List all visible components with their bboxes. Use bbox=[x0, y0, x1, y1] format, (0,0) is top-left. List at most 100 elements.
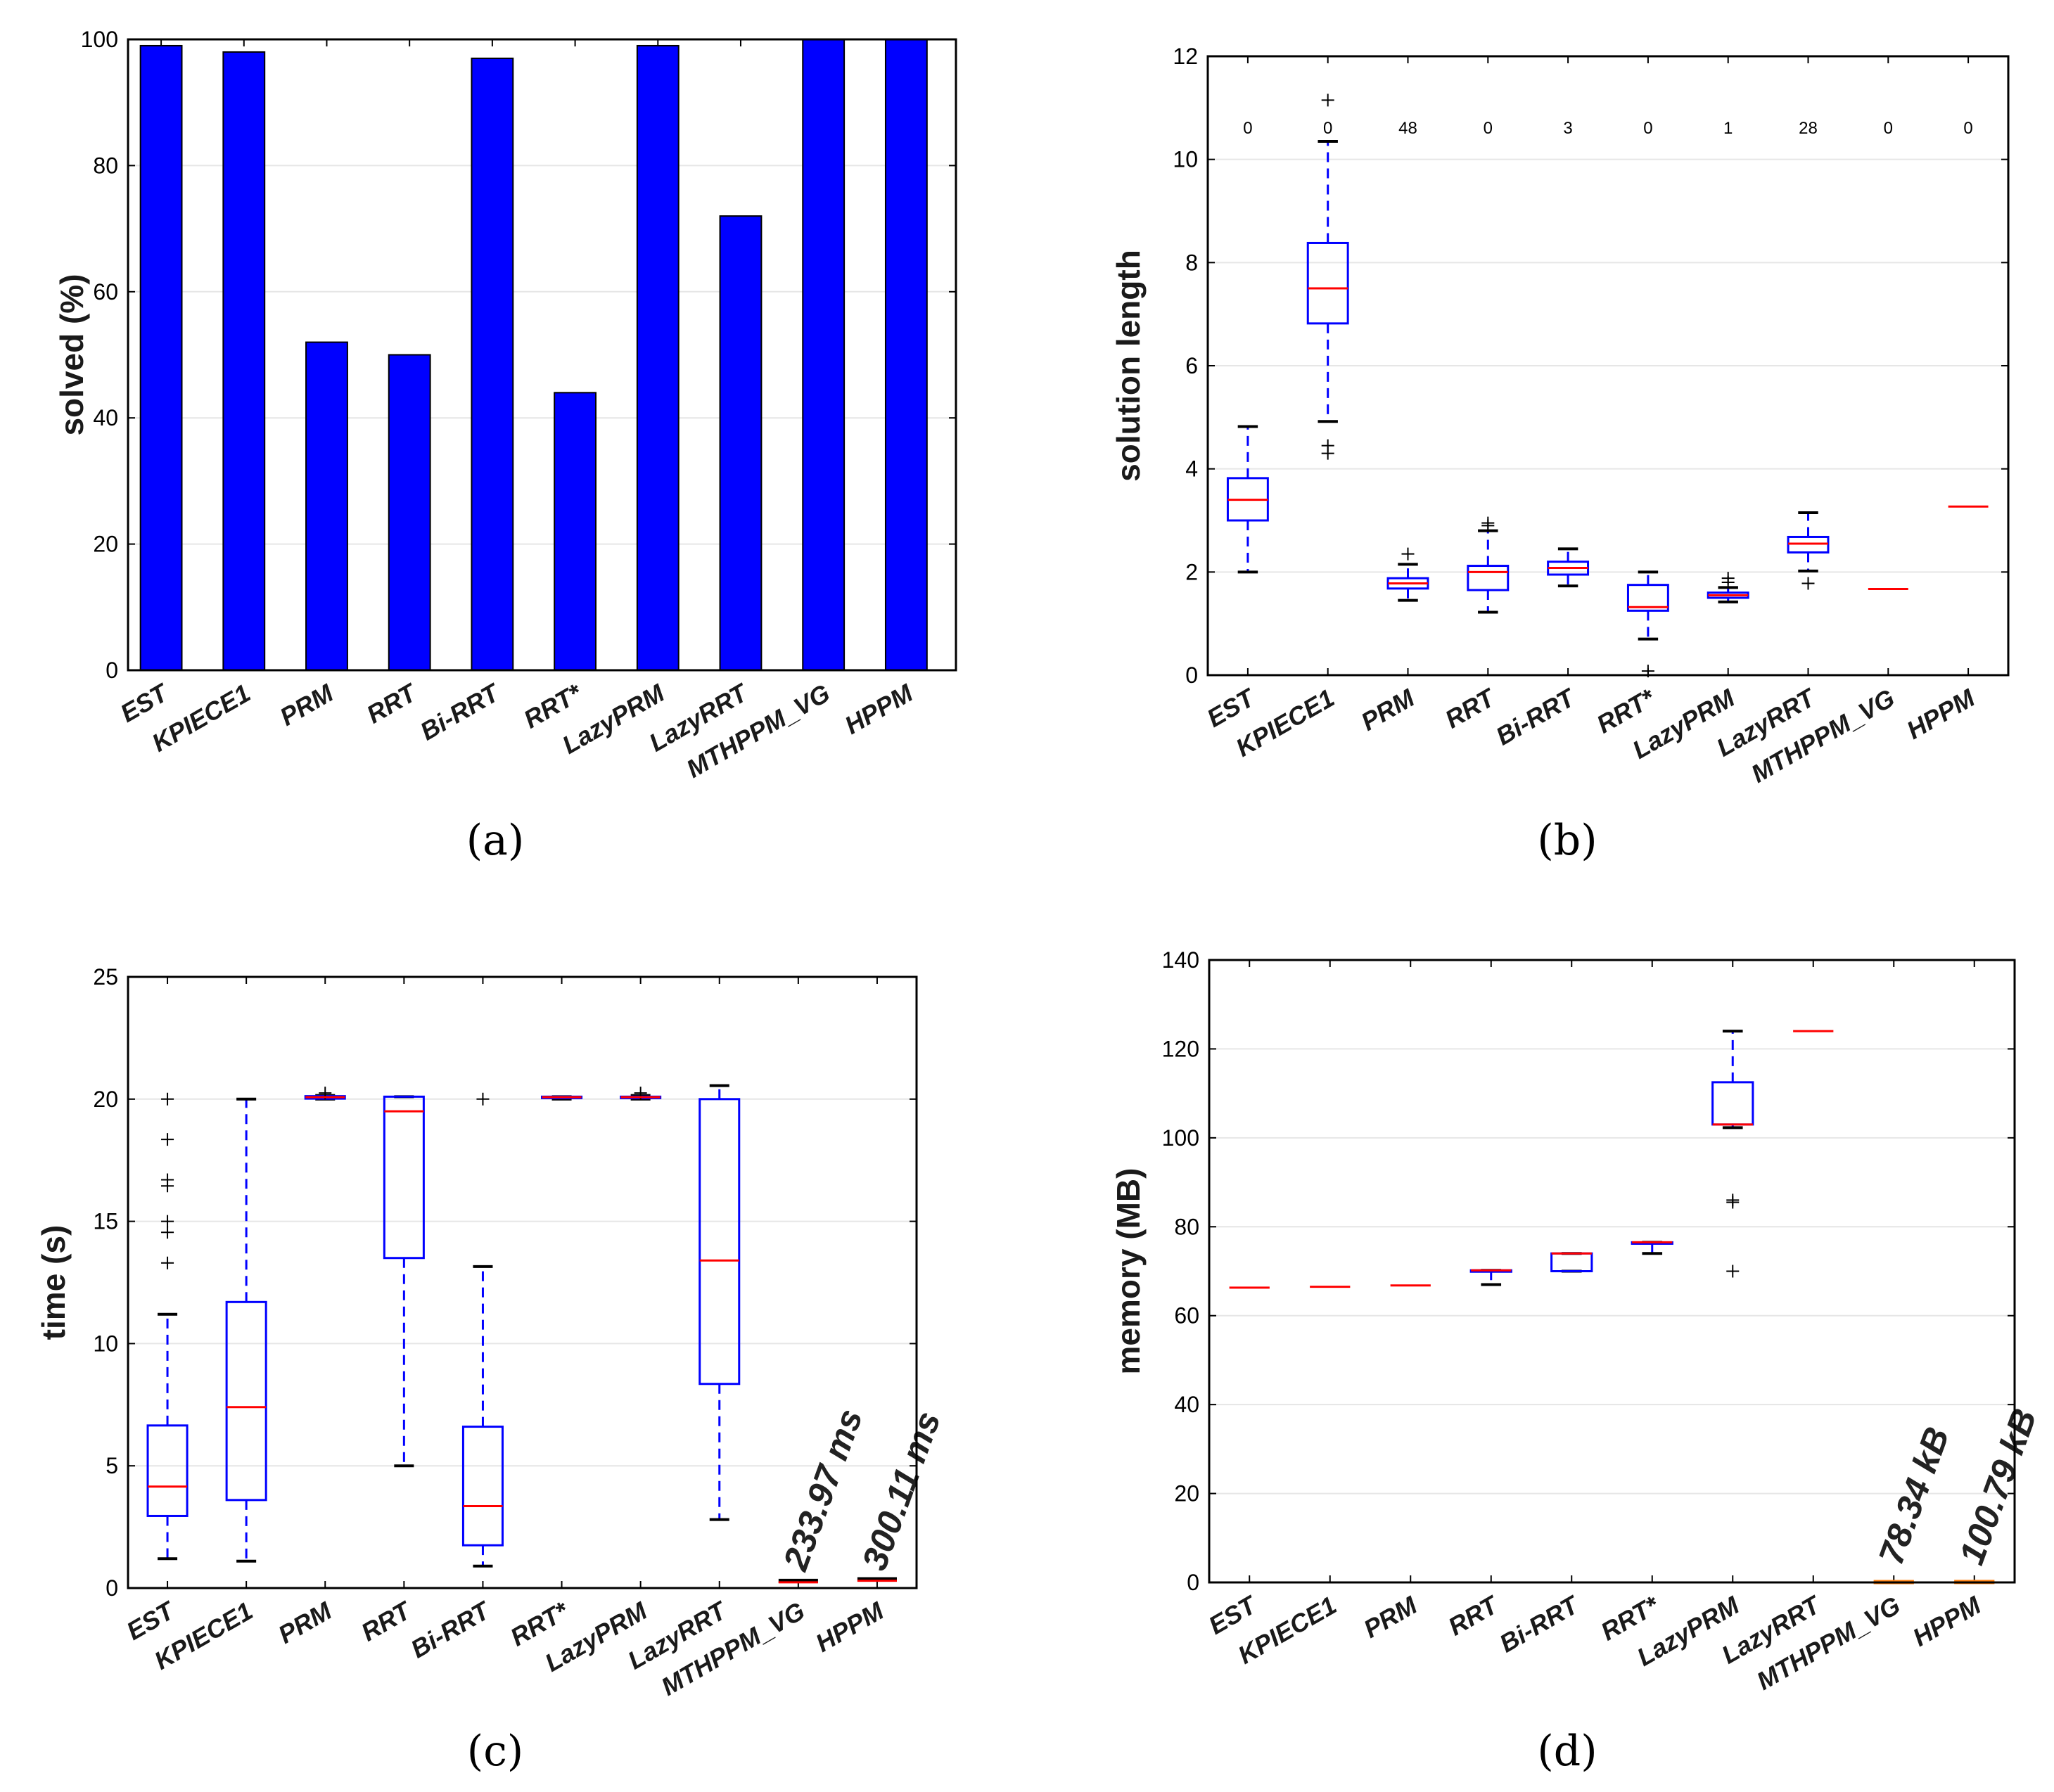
x-tick-label: EST bbox=[115, 677, 174, 728]
bar-RRT bbox=[388, 354, 431, 671]
y-tick-label: 80 bbox=[93, 153, 118, 178]
x-tick-label: Bi-RRT bbox=[406, 1595, 496, 1664]
y-tick-label: 15 bbox=[93, 1209, 118, 1234]
box-LazyPRM bbox=[1711, 1081, 1754, 1126]
x-tick-label: Bi-RRT bbox=[415, 677, 505, 746]
y-tick-label: 120 bbox=[1162, 1036, 1199, 1061]
y-tick-label: 100 bbox=[1162, 1125, 1199, 1151]
value-annotation: 233.97 ms bbox=[775, 1404, 870, 1576]
bar-EST bbox=[139, 44, 183, 672]
x-tick-label: HPPM bbox=[1902, 683, 1980, 745]
bar-Bi-RRT bbox=[471, 57, 514, 672]
outlier-LazyPRM bbox=[1726, 1196, 1740, 1209]
plot-frame bbox=[1208, 959, 2016, 1584]
y-tick-label: 10 bbox=[1173, 147, 1198, 172]
value-annotation: 78.34 kB bbox=[1871, 1422, 1957, 1570]
count-label: 1 bbox=[1723, 119, 1733, 138]
panel-caption: (d) bbox=[1537, 1727, 1597, 1776]
bar-LazyRRT bbox=[719, 215, 763, 672]
y-tick-label: 100 bbox=[81, 27, 118, 52]
y-tick-label: 0 bbox=[106, 658, 118, 683]
y-axis-label: time (s) bbox=[35, 1225, 72, 1340]
y-tick-label: 20 bbox=[93, 532, 118, 557]
x-tick-label: Bi-RRT bbox=[1491, 682, 1581, 751]
outlier-KPIECE1 bbox=[1321, 447, 1334, 460]
y-tick-label: 5 bbox=[106, 1453, 118, 1478]
box-LazyRRT bbox=[699, 1098, 741, 1385]
panel-caption: (a) bbox=[466, 816, 525, 865]
panel-caption: (c) bbox=[467, 1727, 523, 1776]
x-tick-label: PRM bbox=[1356, 683, 1420, 736]
outlier-EST bbox=[161, 1226, 174, 1239]
y-axis-label: solved (%) bbox=[53, 274, 90, 435]
count-label: 0 bbox=[1323, 119, 1332, 138]
box-Bi-RRT bbox=[461, 1426, 504, 1547]
box-RRT bbox=[1467, 565, 1510, 591]
y-axis-label: memory (MB) bbox=[1110, 1168, 1147, 1375]
x-tick-label: PRM bbox=[1358, 1590, 1422, 1644]
bar-MTHPPM_VG bbox=[802, 39, 846, 671]
box-Bi-RRT bbox=[1550, 1252, 1593, 1272]
panel-caption: (b) bbox=[1537, 816, 1597, 865]
value-annotation: 300.11 ms bbox=[855, 1406, 948, 1575]
count-label: 48 bbox=[1398, 119, 1417, 138]
box-KPIECE1 bbox=[1306, 241, 1349, 325]
x-tick-label: PRM bbox=[275, 678, 339, 731]
outlier-EST bbox=[161, 1215, 174, 1228]
x-tick-label: Bi-RRT bbox=[1495, 1589, 1585, 1658]
y-tick-label: 0 bbox=[1185, 663, 1198, 688]
count-label: 0 bbox=[1643, 119, 1652, 138]
value-annotation: 100.79 kB bbox=[1951, 1404, 2044, 1570]
outlier-LazyRRT bbox=[1801, 577, 1815, 590]
y-tick-label: 20 bbox=[93, 1087, 118, 1112]
box-RRT bbox=[383, 1095, 425, 1260]
outlier-Bi-RRT bbox=[476, 1092, 490, 1106]
y-tick-label: 25 bbox=[93, 964, 118, 990]
box-EST bbox=[146, 1424, 189, 1517]
y-tick-label: 8 bbox=[1185, 250, 1198, 275]
plot-frame bbox=[127, 38, 957, 672]
count-label: 0 bbox=[1484, 119, 1493, 138]
bar-LazyPRM bbox=[636, 44, 680, 672]
y-tick-label: 4 bbox=[1185, 456, 1198, 482]
y-tick-label: 10 bbox=[93, 1331, 118, 1356]
outlier-LazyPRM bbox=[1721, 572, 1735, 585]
x-tick-label: HPPM bbox=[810, 1596, 888, 1658]
outlier-EST bbox=[161, 1179, 174, 1193]
plot-frame bbox=[127, 975, 918, 1589]
x-tick-label: HPPM bbox=[840, 678, 918, 740]
y-tick-label: 12 bbox=[1173, 44, 1198, 69]
x-tick-label: HPPM bbox=[1908, 1590, 1986, 1652]
outlier-EST bbox=[161, 1133, 174, 1146]
bar-PRM bbox=[305, 341, 348, 671]
y-tick-label: 40 bbox=[1174, 1392, 1199, 1417]
flat-box-MTHPPM_VG bbox=[778, 1578, 818, 1583]
count-label: 0 bbox=[1243, 119, 1252, 138]
x-tick-label: PRM bbox=[273, 1596, 337, 1649]
count-label: 0 bbox=[1963, 119, 1972, 138]
y-tick-label: 60 bbox=[93, 279, 118, 305]
y-tick-label: 80 bbox=[1174, 1214, 1199, 1239]
count-label: 3 bbox=[1563, 119, 1572, 138]
bar-HPPM bbox=[884, 39, 928, 671]
count-label: 0 bbox=[1884, 119, 1893, 138]
x-tick-label: RRT bbox=[362, 677, 423, 729]
outlier-EST bbox=[161, 1256, 174, 1269]
outlier-LazyPRM bbox=[1726, 1265, 1740, 1278]
bar-KPIECE1 bbox=[222, 51, 266, 671]
outlier-PRM bbox=[1401, 547, 1415, 561]
y-tick-label: 60 bbox=[1174, 1303, 1199, 1329]
box-KPIECE1 bbox=[225, 1300, 267, 1502]
y-tick-label: 0 bbox=[1187, 1570, 1199, 1595]
y-tick-label: 0 bbox=[106, 1575, 118, 1601]
count-label: 28 bbox=[1799, 119, 1818, 138]
flat-box-HPPM bbox=[857, 1577, 897, 1582]
y-tick-label: 140 bbox=[1162, 947, 1199, 973]
bar-RRT* bbox=[554, 392, 597, 671]
y-axis-label: solution length bbox=[1110, 250, 1147, 482]
